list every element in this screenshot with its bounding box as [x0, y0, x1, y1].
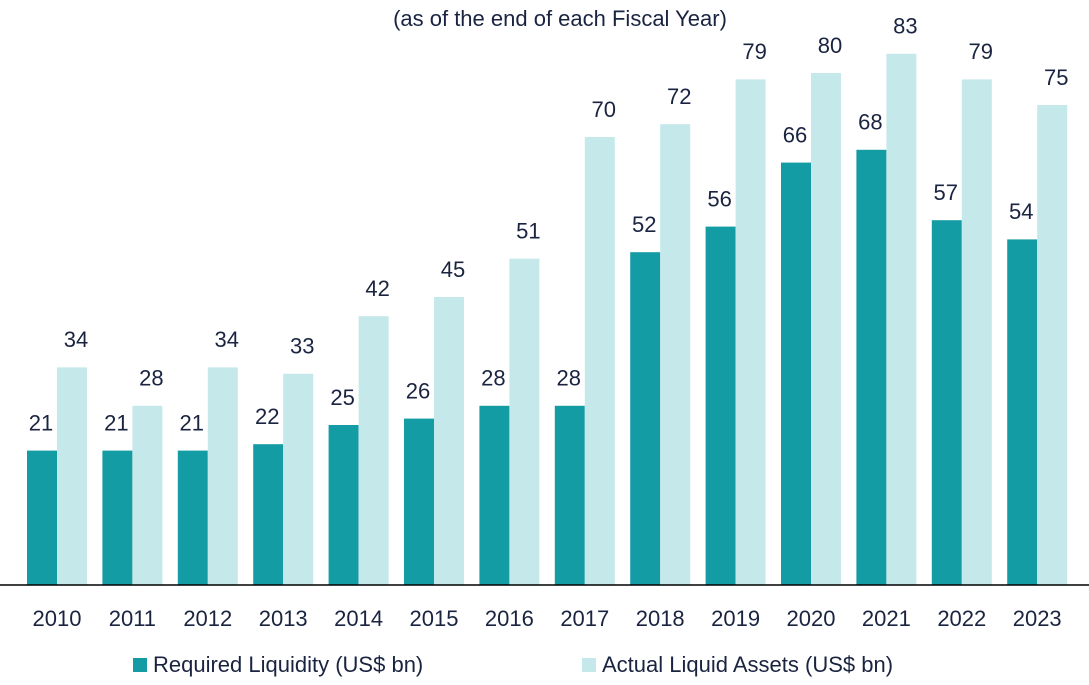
chart-subtitle: (as of the end of each Fiscal Year): [393, 6, 727, 31]
bar: [283, 373, 314, 585]
data-label: 70: [592, 97, 616, 122]
data-label: 45: [441, 257, 465, 282]
bar: [630, 252, 661, 585]
data-label: 79: [969, 39, 993, 64]
data-label: 28: [481, 366, 505, 391]
x-tick-label: 2012: [183, 606, 232, 631]
bar: [328, 425, 359, 585]
bar: [1007, 239, 1038, 585]
data-label: 33: [290, 334, 314, 359]
bar: [781, 162, 811, 585]
bar: [434, 297, 464, 585]
bar: [584, 137, 615, 585]
bar: [1037, 105, 1068, 585]
bar: [207, 367, 238, 585]
legend-label: Actual Liquid Assets (US$ bn): [602, 652, 893, 677]
data-label: 79: [742, 39, 766, 64]
data-label: 68: [858, 110, 882, 135]
data-label: 21: [104, 410, 128, 435]
data-label: 57: [934, 180, 958, 205]
data-label: 42: [365, 276, 389, 301]
bar: [404, 418, 434, 585]
data-label: 72: [667, 84, 691, 109]
x-tick-label: 2017: [560, 606, 609, 631]
bar: [961, 79, 992, 586]
legend-swatch: [582, 658, 596, 672]
data-label: 25: [330, 385, 354, 410]
bar: [931, 220, 962, 585]
x-tick-label: 2019: [711, 606, 760, 631]
data-label: 21: [180, 410, 204, 435]
bar: [358, 316, 389, 585]
x-tick-label: 2021: [862, 606, 911, 631]
bar: [102, 450, 133, 585]
x-tick-label: 2023: [1013, 606, 1062, 631]
data-label: 56: [707, 186, 731, 211]
data-label: 34: [215, 327, 239, 352]
x-tick-label: 2013: [259, 606, 308, 631]
bar: [509, 258, 540, 585]
data-label: 28: [557, 366, 581, 391]
bar: [554, 405, 585, 585]
bar: [811, 73, 841, 585]
data-label: 83: [893, 14, 917, 39]
x-tick-label: 2022: [937, 606, 986, 631]
data-label: 51: [516, 218, 540, 243]
x-tick-label: 2011: [109, 606, 156, 631]
data-label: 28: [139, 366, 163, 391]
bar: [856, 149, 887, 586]
data-label: 34: [64, 327, 88, 352]
data-label: 80: [818, 33, 842, 58]
data-label: 75: [1044, 65, 1068, 90]
legend-swatch: [133, 658, 147, 672]
data-label: 66: [783, 122, 807, 147]
bar: [660, 124, 691, 585]
bar: [57, 367, 87, 585]
x-tick-label: 2014: [334, 606, 383, 631]
bar: [253, 444, 284, 585]
bar: [177, 450, 208, 585]
bar: [705, 226, 736, 585]
legend-label: Required Liquidity (US$ bn): [153, 652, 423, 677]
data-label: 21: [29, 410, 53, 435]
bar: [479, 405, 510, 585]
x-tick-label: 2010: [33, 606, 82, 631]
data-label: 52: [632, 212, 656, 237]
x-tick-label: 2016: [485, 606, 534, 631]
data-label: 26: [406, 378, 430, 403]
x-tick-label: 2015: [410, 606, 459, 631]
x-tick-label: 2018: [636, 606, 685, 631]
data-label: 54: [1009, 199, 1033, 224]
bar: [735, 79, 766, 586]
x-tick-label: 2020: [787, 606, 836, 631]
bar: [27, 450, 57, 585]
data-label: 22: [255, 404, 279, 429]
bar: [886, 53, 917, 586]
bar: [132, 405, 163, 585]
